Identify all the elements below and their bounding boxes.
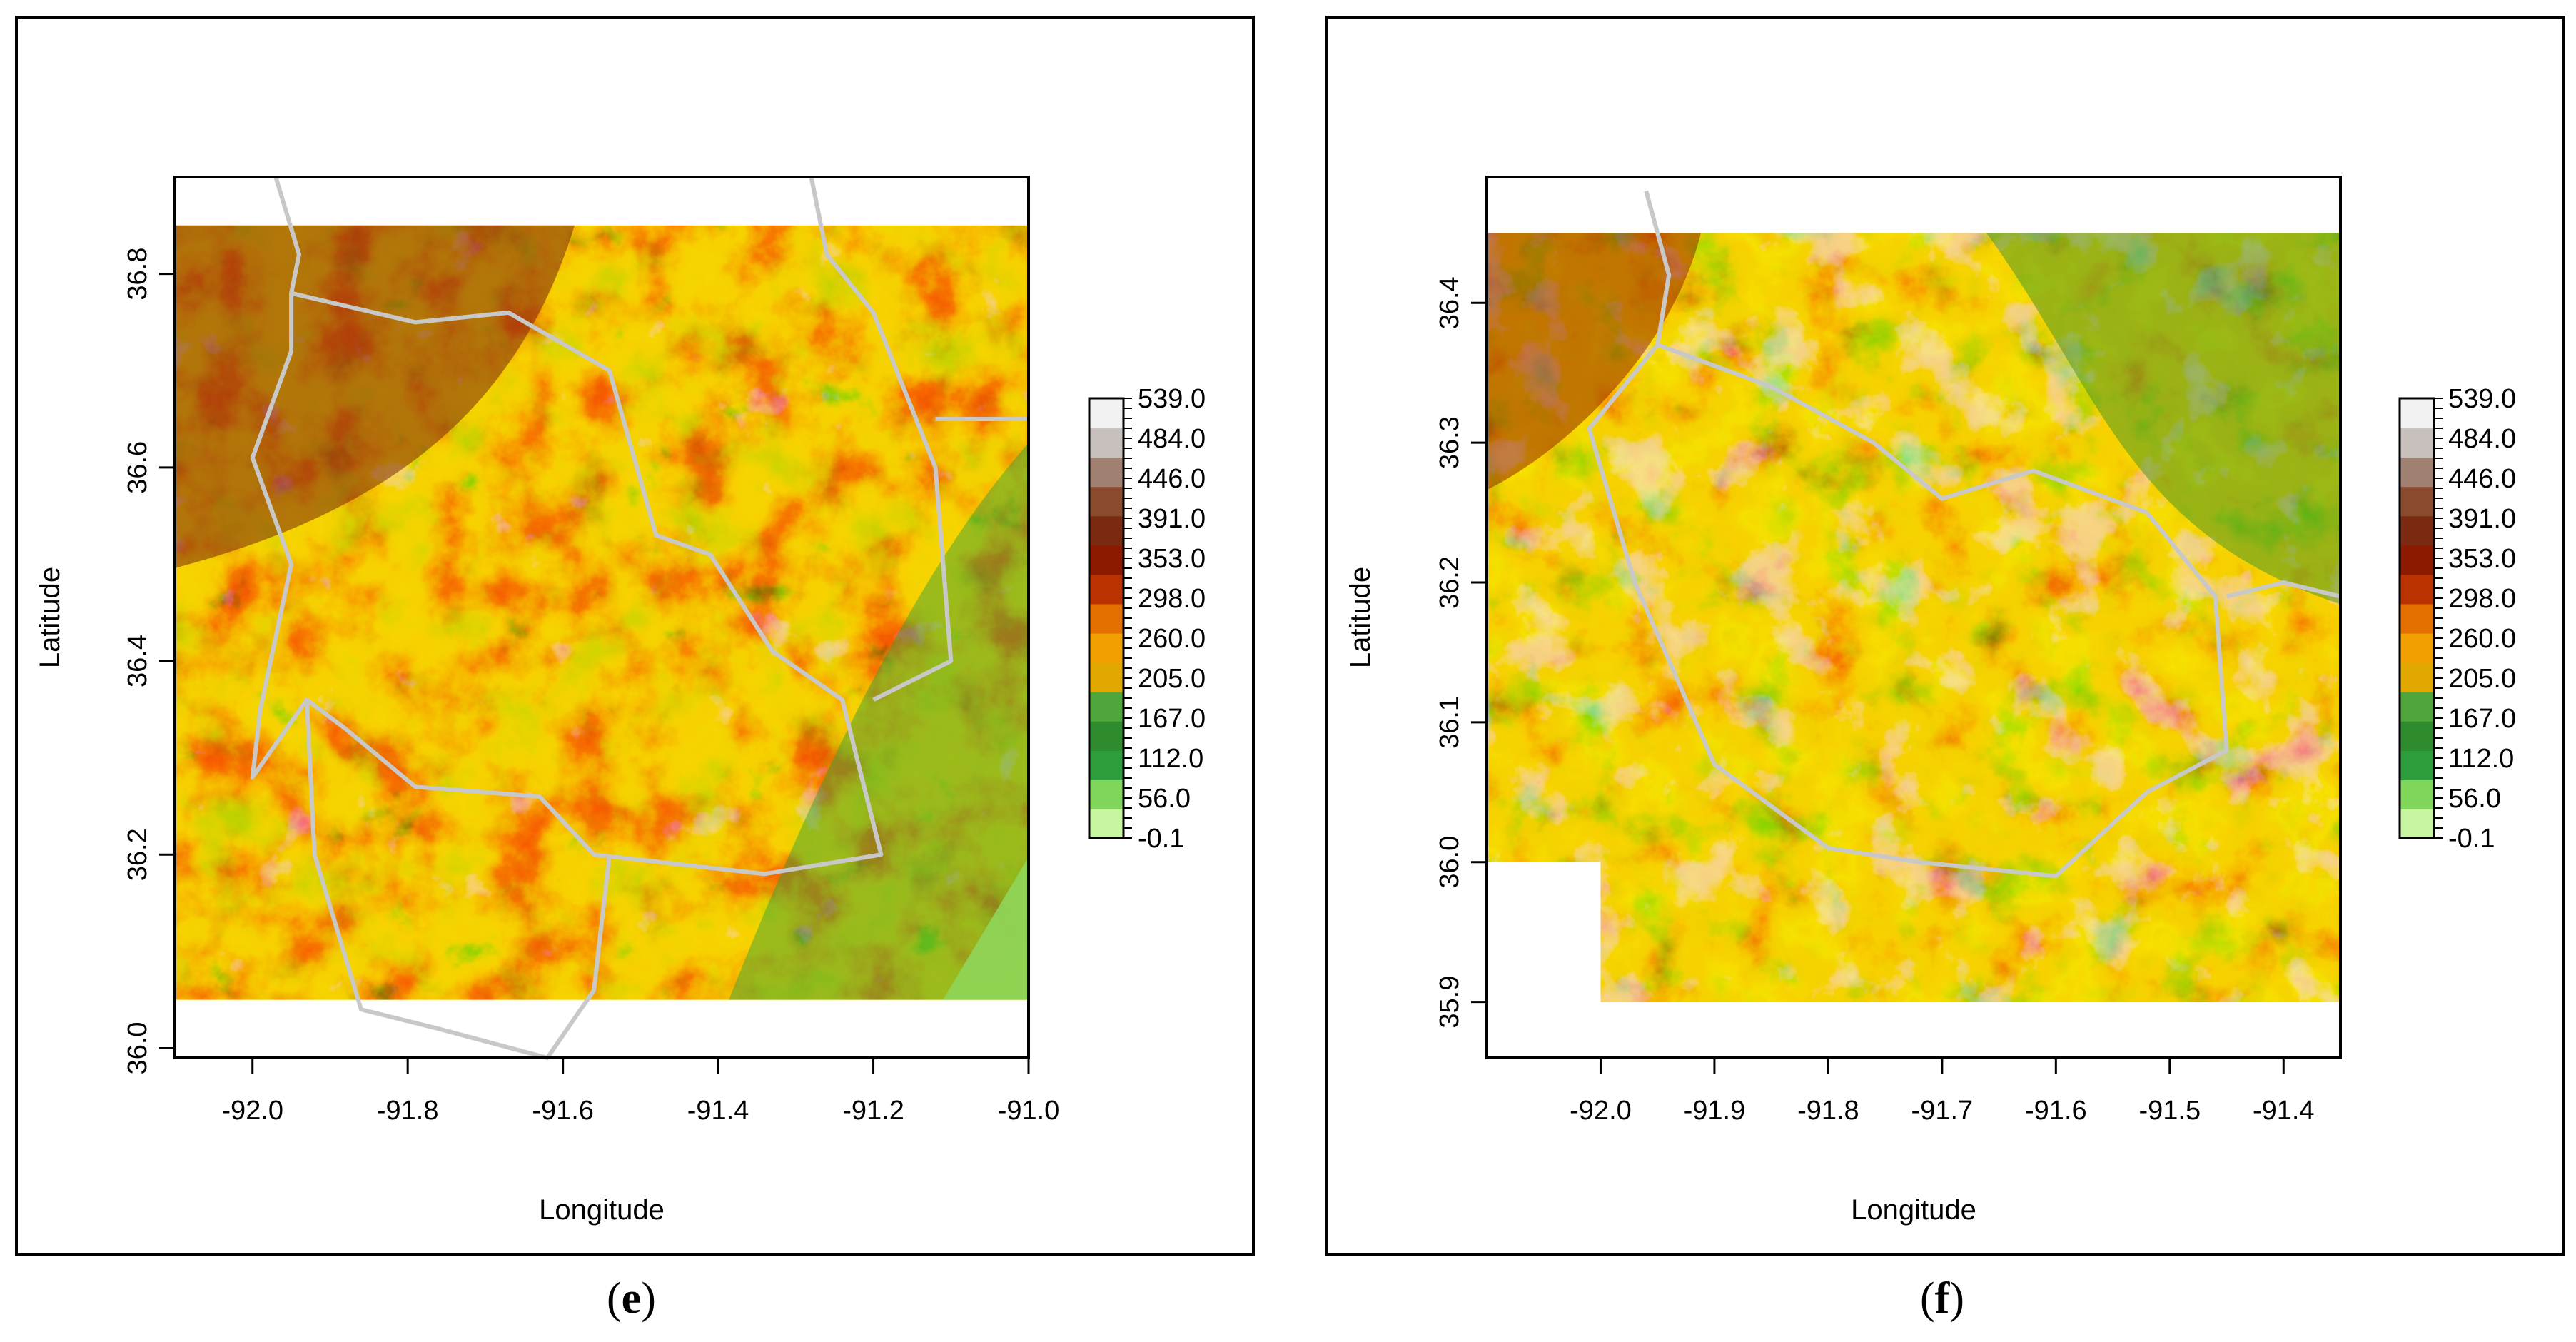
plot-frame bbox=[173, 176, 1030, 1059]
legend-label: 56.0 bbox=[1138, 784, 1191, 814]
legend-swatch bbox=[1089, 486, 1123, 517]
x-axis-title: Longitude bbox=[539, 1194, 665, 1226]
legend-swatch bbox=[1089, 545, 1123, 575]
legend-label: 298.0 bbox=[1138, 584, 1206, 614]
x-tick-label: -91.6 bbox=[532, 1096, 594, 1126]
legend-swatch bbox=[1089, 632, 1123, 663]
y-tick-label: 36.8 bbox=[123, 248, 153, 301]
y-tick-label: 36.4 bbox=[123, 635, 153, 687]
x-tick-label: -92.0 bbox=[1570, 1096, 1632, 1126]
legend-swatch bbox=[2400, 808, 2434, 839]
legend-swatch bbox=[2400, 515, 2434, 546]
legend-label: 446.0 bbox=[2448, 464, 2516, 494]
x-tick-label: -91.5 bbox=[2138, 1096, 2201, 1126]
legend-label: 112.0 bbox=[2448, 744, 2514, 774]
legend-swatch bbox=[1089, 603, 1123, 634]
legend-swatch bbox=[1089, 457, 1123, 488]
y-tick-label: 36.1 bbox=[1435, 696, 1465, 749]
elevation-raster bbox=[175, 225, 1029, 1000]
x-tick-label: -91.4 bbox=[2253, 1096, 2315, 1126]
x-tick-label: -92.0 bbox=[221, 1096, 283, 1126]
x-tick-label: -91.9 bbox=[1684, 1096, 1746, 1126]
legend-label: -0.1 bbox=[1138, 824, 1184, 854]
elevation-legend: 539.0 484.0 446.0 391.0 353.0 298.0 260.0 205.0… bbox=[2398, 384, 2516, 854]
x-tick-label: -91.6 bbox=[2025, 1096, 2087, 1126]
legend-label: 167.0 bbox=[1138, 704, 1206, 734]
legend-swatch bbox=[2400, 428, 2434, 458]
legend-swatch bbox=[2400, 662, 2434, 692]
legend-swatch bbox=[1089, 398, 1123, 429]
x-axis-title: Longitude bbox=[1851, 1194, 1976, 1226]
panel-label-e: (e) bbox=[607, 1274, 656, 1323]
plot-frame bbox=[1485, 176, 2342, 1059]
legend-swatch bbox=[1089, 662, 1123, 692]
legend-swatch bbox=[2400, 603, 2434, 634]
legend-swatch bbox=[2400, 750, 2434, 780]
legend-swatch bbox=[2400, 720, 2434, 751]
y-tick-label: 36.6 bbox=[123, 441, 153, 494]
x-tick-label: -91.4 bbox=[687, 1096, 749, 1126]
elevation-legend: 539.0 484.0 446.0 391.0 353.0 298.0 260.0 205.0… bbox=[1088, 384, 1206, 854]
legend-swatch bbox=[2400, 779, 2434, 809]
x-tick-label: -91.0 bbox=[998, 1096, 1060, 1126]
y-axis-title: Latitude bbox=[34, 567, 66, 668]
legend-swatch bbox=[2400, 486, 2434, 517]
elevation-raster bbox=[1487, 233, 2340, 1004]
legend-label: 391.0 bbox=[1138, 504, 1206, 534]
legend-swatch bbox=[1089, 515, 1123, 546]
x-tick-label: -91.8 bbox=[377, 1096, 439, 1126]
legend-label: 260.0 bbox=[1138, 624, 1206, 654]
y-tick-label: 35.9 bbox=[1435, 976, 1465, 1029]
legend-label: 446.0 bbox=[1138, 464, 1206, 494]
panel-label-f: (f) bbox=[1920, 1274, 1964, 1323]
legend-swatch bbox=[1089, 574, 1123, 605]
legend-swatch bbox=[1089, 691, 1123, 722]
legend-swatch bbox=[1089, 750, 1123, 780]
legend-label: 539.0 bbox=[2448, 384, 2516, 414]
legend-label: 112.0 bbox=[1138, 744, 1203, 774]
y-tick-label: 36.2 bbox=[123, 828, 153, 881]
y-axis-title: Latitude bbox=[1345, 567, 1376, 668]
legend-swatch bbox=[1089, 808, 1123, 839]
y-tick-label: 36.0 bbox=[1435, 836, 1465, 889]
legend-swatch bbox=[2400, 398, 2434, 429]
elevation-map-e: -92.0 -91.8 -91.6 -91.4 -91.2 -91.0 36.0 36.2 36… bbox=[34, 176, 1206, 1226]
x-tick-label: -91.7 bbox=[1911, 1096, 1974, 1126]
legend-swatch bbox=[2400, 457, 2434, 488]
legend-label: -0.1 bbox=[2448, 824, 2495, 854]
legend-label: 391.0 bbox=[2448, 504, 2516, 534]
legend-label: 484.0 bbox=[1138, 424, 1206, 454]
legend-label: 167.0 bbox=[2448, 704, 2516, 734]
map-panel-f: -92.0 -91.9 -91.8 -91.7 -91.6 -91.5 -91.4 35.9 3… bbox=[1325, 16, 2565, 1256]
watershed-boundary bbox=[250, 176, 1029, 1060]
legend-label: 353.0 bbox=[2448, 544, 2516, 574]
watershed-boundary bbox=[1587, 190, 2341, 879]
legend-label: 56.0 bbox=[2448, 784, 2501, 814]
y-tick-label: 36.2 bbox=[1435, 556, 1465, 609]
legend-swatch bbox=[1089, 720, 1123, 751]
legend-swatch bbox=[2400, 691, 2434, 722]
x-tick-label: -91.8 bbox=[1797, 1096, 1859, 1126]
legend-swatch bbox=[1089, 779, 1123, 809]
legend-label: 484.0 bbox=[2448, 424, 2516, 454]
legend-swatch bbox=[2400, 632, 2434, 663]
legend-label: 260.0 bbox=[2448, 624, 2516, 654]
legend-swatch bbox=[2400, 574, 2434, 605]
map-panel-e: -92.0 -91.8 -91.6 -91.4 -91.2 -91.0 36.0 36.2 36… bbox=[15, 16, 1255, 1256]
legend-label: 298.0 bbox=[2448, 584, 2516, 614]
legend-label: 539.0 bbox=[1138, 384, 1206, 414]
legend-label: 353.0 bbox=[1138, 544, 1206, 574]
y-tick-label: 36.0 bbox=[123, 1021, 153, 1074]
elevation-map-f: -92.0 -91.9 -91.8 -91.7 -91.6 -91.5 -91.4 35.9 3… bbox=[1345, 176, 2516, 1226]
legend-label: 205.0 bbox=[2448, 664, 2516, 694]
y-tick-label: 36.4 bbox=[1435, 276, 1465, 329]
legend-swatch bbox=[2400, 545, 2434, 575]
x-tick-label: -91.2 bbox=[842, 1096, 904, 1126]
y-tick-label: 36.3 bbox=[1435, 416, 1465, 469]
legend-swatch bbox=[1089, 428, 1123, 458]
legend-label: 205.0 bbox=[1138, 664, 1206, 694]
